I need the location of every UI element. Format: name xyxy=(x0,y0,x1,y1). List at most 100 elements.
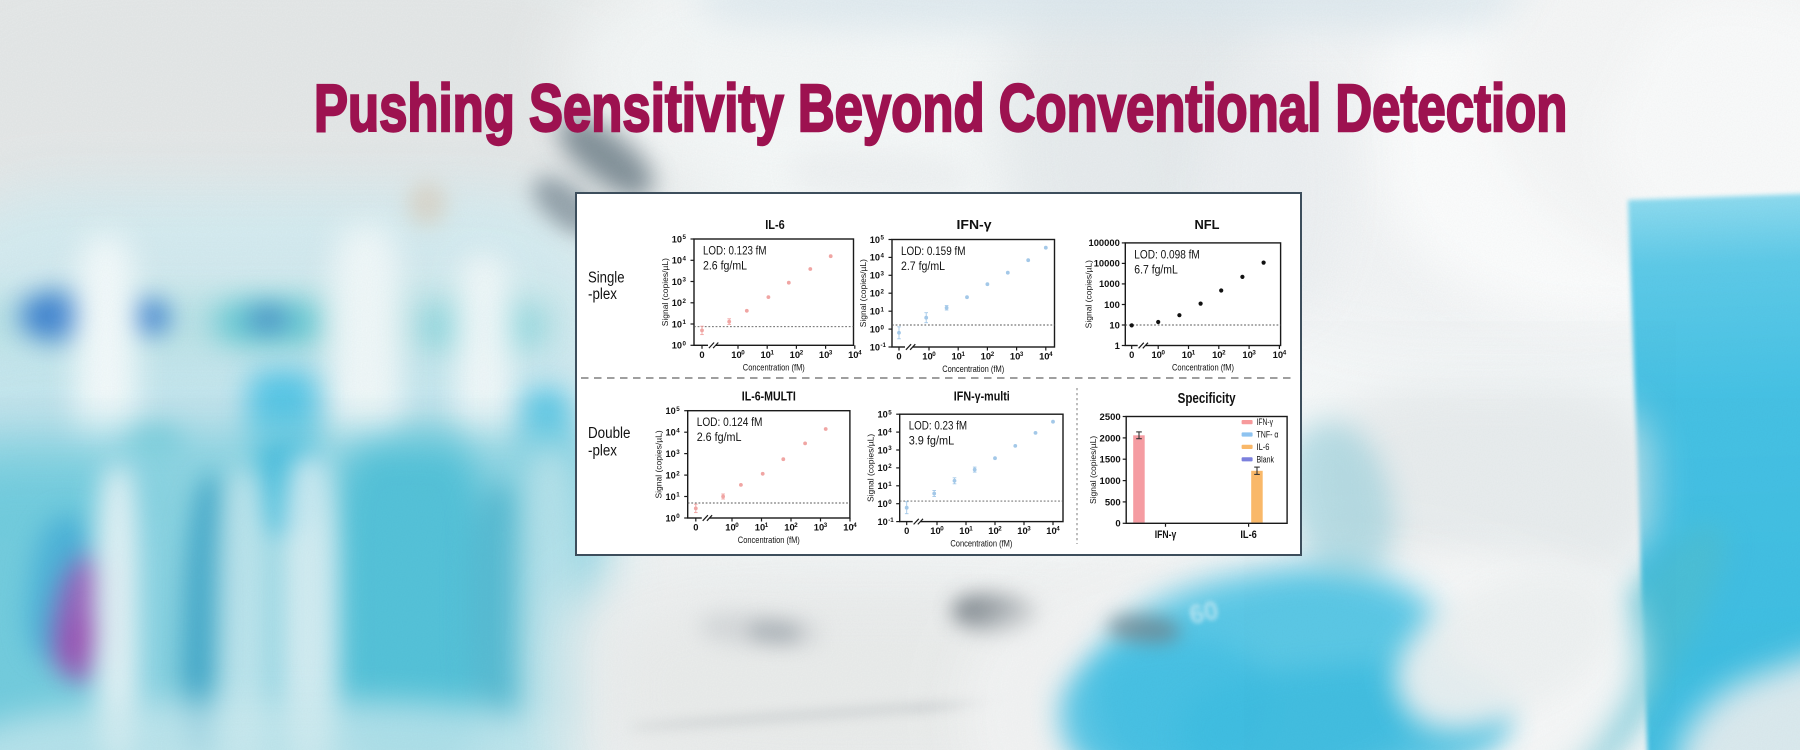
svg-text:0: 0 xyxy=(1162,350,1166,357)
svg-text:10: 10 xyxy=(665,513,675,523)
svg-text:10: 10 xyxy=(981,351,991,362)
svg-text:2.6 fg/mL: 2.6 fg/mL xyxy=(697,432,742,444)
svg-text:10: 10 xyxy=(665,428,675,438)
svg-text:10: 10 xyxy=(672,256,682,266)
svg-text:10000: 10000 xyxy=(1094,258,1120,269)
svg-text:10: 10 xyxy=(922,351,932,362)
svg-text:10: 10 xyxy=(877,517,887,527)
svg-text:-plex: -plex xyxy=(588,286,617,303)
svg-text:10: 10 xyxy=(672,277,682,287)
svg-text:10: 10 xyxy=(790,349,800,360)
svg-text:1: 1 xyxy=(962,351,966,358)
svg-text:5: 5 xyxy=(888,409,892,416)
svg-text:10: 10 xyxy=(1242,349,1252,360)
svg-text:10: 10 xyxy=(672,341,682,351)
svg-text:3: 3 xyxy=(683,277,687,284)
svg-text:10: 10 xyxy=(848,349,858,360)
svg-text:10: 10 xyxy=(814,522,824,533)
svg-text:1: 1 xyxy=(765,522,769,529)
svg-text:10: 10 xyxy=(877,463,887,473)
svg-text:IFN-γ: IFN-γ xyxy=(957,218,992,232)
svg-text:LOD: 0.124 fM: LOD: 0.124 fM xyxy=(697,417,763,429)
svg-text:10: 10 xyxy=(988,525,998,536)
svg-text:IFN-γ: IFN-γ xyxy=(1257,417,1274,427)
svg-text:4: 4 xyxy=(1283,350,1287,357)
svg-text:Specificity: Specificity xyxy=(1178,390,1237,407)
svg-text:4: 4 xyxy=(1056,526,1060,533)
svg-text:10: 10 xyxy=(1151,349,1161,360)
svg-text:LOD: 0.123 fM: LOD: 0.123 fM xyxy=(703,246,767,258)
svg-text:1000: 1000 xyxy=(1100,476,1121,487)
svg-text:2: 2 xyxy=(888,463,892,470)
svg-text:Signal (copies/µL): Signal (copies/µL) xyxy=(858,259,868,327)
svg-text:2: 2 xyxy=(794,522,798,529)
svg-text:3: 3 xyxy=(881,271,885,278)
svg-text:0: 0 xyxy=(676,513,680,520)
svg-text:0: 0 xyxy=(683,341,687,348)
svg-text:LOD: 0.159 fM: LOD: 0.159 fM xyxy=(901,246,966,258)
svg-text:10: 10 xyxy=(672,298,682,308)
svg-text:2: 2 xyxy=(683,298,687,305)
svg-text:10: 10 xyxy=(870,271,880,281)
svg-text:10: 10 xyxy=(959,525,969,536)
svg-text:2: 2 xyxy=(676,470,680,477)
svg-text:Double: Double xyxy=(588,425,631,442)
svg-text:10: 10 xyxy=(870,324,880,334)
svg-text:3.9 fg/mL: 3.9 fg/mL xyxy=(909,436,955,448)
svg-text:Signal (copies/µL): Signal (copies/µL) xyxy=(866,434,876,502)
svg-text:10: 10 xyxy=(951,351,961,362)
svg-text:10: 10 xyxy=(665,470,675,480)
svg-text:-plex: -plex xyxy=(588,443,617,460)
svg-text:2: 2 xyxy=(998,526,1002,533)
svg-text:0: 0 xyxy=(1115,519,1120,530)
svg-text:10: 10 xyxy=(877,481,887,491)
svg-text:2: 2 xyxy=(991,351,995,358)
svg-text:-1: -1 xyxy=(888,517,894,524)
svg-text:NFL: NFL xyxy=(1195,218,1220,232)
svg-text:1: 1 xyxy=(881,306,885,313)
svg-text:10: 10 xyxy=(784,522,794,533)
svg-text:3: 3 xyxy=(1020,351,1024,358)
svg-text:5: 5 xyxy=(683,234,687,241)
svg-text:0: 0 xyxy=(940,526,944,533)
svg-text:10: 10 xyxy=(731,349,741,360)
svg-text:5: 5 xyxy=(676,406,680,413)
svg-text:10: 10 xyxy=(725,522,735,533)
svg-text:10: 10 xyxy=(1046,525,1056,536)
svg-text:10: 10 xyxy=(1017,525,1027,536)
svg-text:Concentration (fM): Concentration (fM) xyxy=(1172,363,1234,374)
svg-text:1: 1 xyxy=(888,481,892,488)
svg-text:10: 10 xyxy=(1273,349,1283,360)
svg-text:3: 3 xyxy=(676,449,680,456)
svg-text:0: 0 xyxy=(881,324,885,331)
svg-text:2: 2 xyxy=(1222,350,1226,357)
svg-text:10: 10 xyxy=(877,427,887,437)
svg-text:100: 100 xyxy=(1104,299,1120,310)
svg-text:1500: 1500 xyxy=(1100,455,1121,466)
svg-text:Concentration (fM): Concentration (fM) xyxy=(942,364,1004,375)
svg-text:10: 10 xyxy=(877,445,887,455)
svg-text:0: 0 xyxy=(888,499,892,506)
svg-text:10: 10 xyxy=(760,349,770,360)
svg-text:1: 1 xyxy=(1192,350,1196,357)
svg-text:1000: 1000 xyxy=(1099,278,1120,289)
svg-text:10: 10 xyxy=(1182,349,1192,360)
svg-text:10: 10 xyxy=(672,234,682,244)
svg-text:4: 4 xyxy=(853,522,857,529)
svg-text:10: 10 xyxy=(877,410,887,420)
svg-text:2: 2 xyxy=(881,289,885,296)
svg-text:Concentration (fM): Concentration (fM) xyxy=(950,539,1012,550)
svg-text:LOD: 0.23 fM: LOD: 0.23 fM xyxy=(909,421,967,433)
svg-text:10: 10 xyxy=(877,499,887,509)
svg-text:3: 3 xyxy=(829,349,833,356)
svg-text:10: 10 xyxy=(819,349,829,360)
svg-text:1: 1 xyxy=(683,319,687,326)
svg-text:LOD: 0.098 fM: LOD: 0.098 fM xyxy=(1134,249,1200,261)
svg-text:5: 5 xyxy=(881,235,885,242)
svg-text:IL-6: IL-6 xyxy=(765,218,785,232)
svg-text:10: 10 xyxy=(665,449,675,459)
svg-text:4: 4 xyxy=(888,427,892,434)
svg-text:10: 10 xyxy=(1039,351,1049,362)
svg-text:10: 10 xyxy=(843,522,853,533)
svg-text:10: 10 xyxy=(672,319,682,329)
